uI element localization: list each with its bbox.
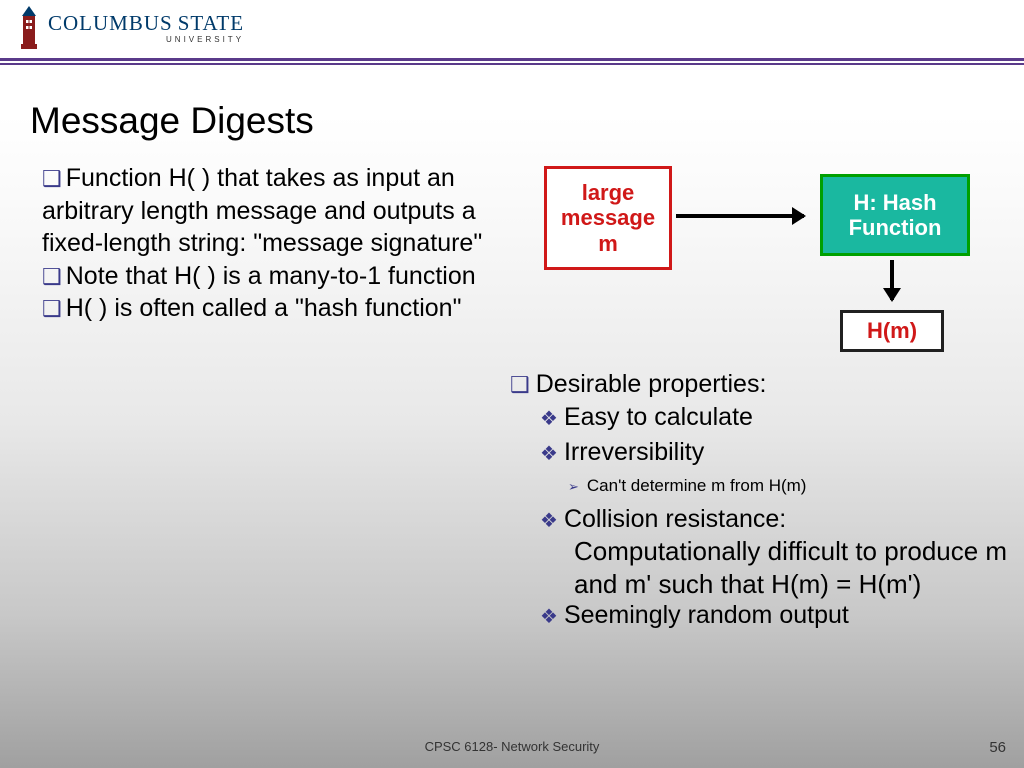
tower-icon	[18, 6, 40, 50]
arrow-down-icon	[890, 260, 894, 300]
diagram-hash-box: H: Hash Function	[820, 174, 970, 256]
logo-text-2: STATE	[178, 11, 244, 35]
diamond-bullet-icon: ❖	[540, 443, 558, 465]
square-bullet-icon: ❑	[42, 264, 62, 289]
left-point-2: Note that H( ) is a many-to-1 function	[66, 262, 476, 290]
right-item-2-sub: Can't determine m from H(m)	[587, 476, 807, 495]
right-column: ❑Desirable properties: ❖ Easy to calculat…	[510, 370, 1010, 631]
right-item-3: Collision resistance:	[564, 505, 786, 533]
right-item-3-detail: Computationally difficult to produce m a…	[574, 535, 1010, 600]
square-bullet-icon: ❑	[510, 372, 530, 397]
diagram-output-box: H(m)	[840, 310, 944, 352]
right-heading: Desirable properties:	[536, 370, 767, 398]
square-bullet-icon: ❑	[42, 296, 62, 321]
right-item-1: Easy to calculate	[564, 403, 753, 431]
left-point-1: Function H( ) that takes as input an arb…	[42, 164, 482, 257]
right-item-2: Irreversibility	[564, 438, 704, 466]
slide-title: Message Digests	[30, 100, 314, 142]
logo-text-1: COLUMBUS	[48, 11, 173, 35]
header-rule-thick	[0, 58, 1024, 61]
square-bullet-icon: ❑	[42, 166, 62, 191]
footer-text: CPSC 6128- Network Security	[0, 739, 1024, 754]
page-number: 56	[989, 739, 1006, 756]
header-rule-thin	[0, 63, 1024, 65]
header: COLUMBUS STATE UNIVERSITY	[0, 0, 1024, 58]
arrow-right-icon	[676, 214, 804, 218]
hash-diagram: large message m H: Hash Function H(m)	[540, 156, 980, 356]
diamond-bullet-icon: ❖	[540, 408, 558, 430]
diamond-bullet-icon: ❖	[540, 510, 558, 532]
diamond-bullet-icon: ❖	[540, 606, 558, 628]
left-point-3: H( ) is often called a "hash function"	[66, 294, 462, 322]
left-column: ❑Function H( ) that takes as input an ar…	[42, 162, 497, 325]
logo-subtitle: UNIVERSITY	[48, 36, 244, 44]
university-logo: COLUMBUS STATE UNIVERSITY	[18, 6, 244, 50]
triangle-bullet-icon: ➢	[568, 479, 579, 494]
diagram-message-box: large message m	[544, 166, 672, 270]
right-item-4: Seemingly random output	[564, 601, 849, 629]
